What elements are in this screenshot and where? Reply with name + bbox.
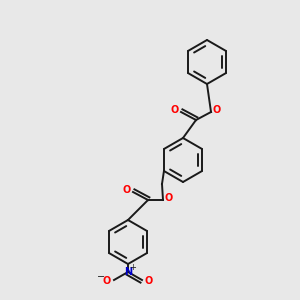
Text: −: − [97, 272, 105, 282]
Text: O: O [165, 193, 173, 203]
Text: +: + [130, 262, 136, 272]
Text: O: O [103, 276, 111, 286]
Text: O: O [145, 276, 153, 286]
Text: O: O [123, 185, 131, 195]
Text: N: N [124, 267, 132, 277]
Text: O: O [171, 105, 179, 115]
Text: O: O [213, 105, 221, 115]
